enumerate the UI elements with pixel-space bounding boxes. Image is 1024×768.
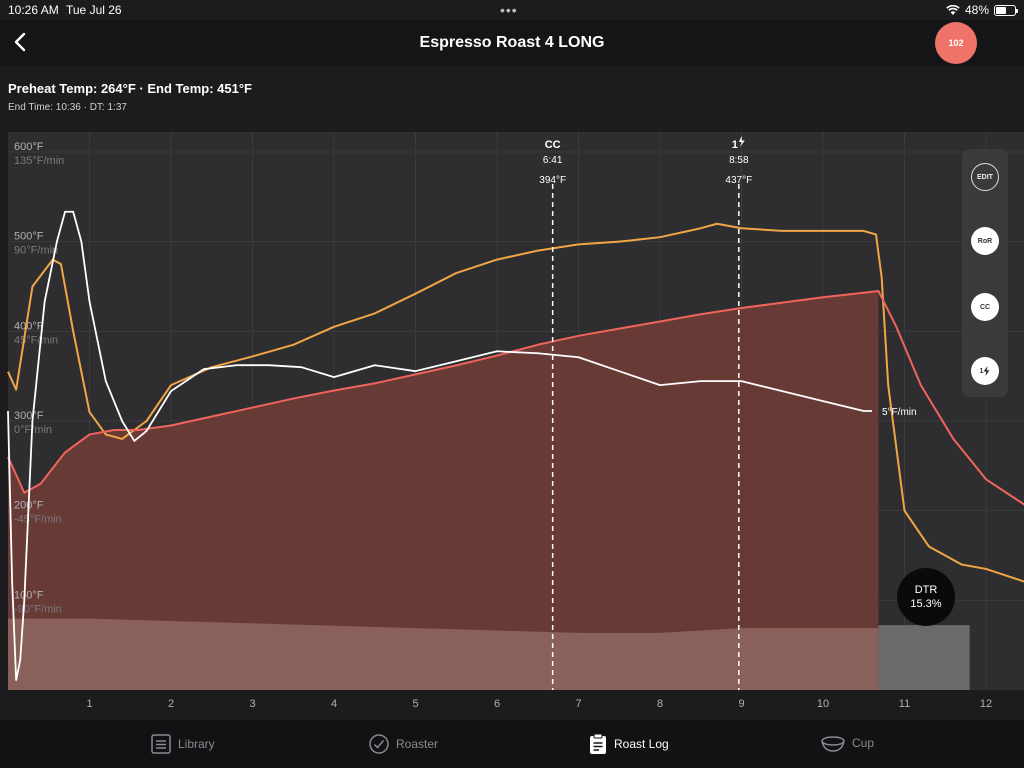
tab-roast-log[interactable]: Roast Log [588,733,669,755]
x-axis-tick: 4 [331,698,337,710]
roast-summary: Preheat Temp: 264°F · End Temp: 451°F En… [0,66,1024,132]
env-temp-line [7,222,1024,583]
event-marker-temp: 437°F [725,175,752,186]
cc-toggle-button[interactable]: CC [971,293,999,321]
roast-chart[interactable]: 600°F 135°F/min 500°F 90°F/min 400°F 45°F/min… [0,132,1024,720]
tab-bar: Library Roaster Roast Log Cup [0,720,1024,768]
cup-icon [821,736,845,752]
clipboard-icon [590,733,606,754]
ror-axis-tick: 135°F/min [14,155,64,167]
x-axis-tick: 8 [657,698,663,710]
event-marker-time: 6:41 [543,155,563,166]
x-axis-tick: 7 [575,698,581,710]
temp-axis-tick: 400°F [14,320,44,332]
tab-library[interactable]: Library [150,733,215,755]
battery-percent: 48% [964,3,989,17]
nav-bar: Espresso Roast 4 LONG 102 [0,20,1024,66]
bean-temp-line [7,289,1024,506]
bolt-icon [983,366,990,376]
battery-icon [994,4,1018,16]
profile-badge[interactable]: 102 [935,22,977,64]
ror-button-label: RoR [977,237,993,245]
tab-roaster-label: Roaster [396,737,439,751]
back-chevron-icon[interactable] [10,30,32,54]
cc-button-label: CC [979,303,991,311]
cooling-area [878,625,970,690]
power-area [8,618,879,690]
chart-tools-panel: EDIT RoR CC 1 [962,149,1008,397]
event-marker-name: CC [545,139,561,151]
preheat-end-temp: Preheat Temp: 264°F · End Temp: 451°F [8,81,252,96]
wifi-icon [946,4,960,15]
x-axis-tick: 6 [494,698,500,710]
temp-axis-tick: 600°F [14,141,44,153]
dtr-value: 15.3% [910,598,942,610]
battery-level [996,6,1006,14]
list-icon [151,734,171,754]
event-marker-name: 1 [732,139,738,151]
temp-axis-tick: 500°F [14,231,44,243]
bean-temp-area [8,290,879,690]
x-axis-tick: 12 [980,698,992,710]
temp-axis-tick: 300°F [14,410,44,422]
first-crack-button-label: 1 [979,367,984,375]
tab-cup[interactable]: Cup [820,733,874,753]
x-axis-tick: 2 [168,698,174,710]
tab-cup-label: Cup [852,736,875,750]
status-bar: 10:26 AM Tue Jul 26 ••• 48% [0,0,1024,20]
dtr-badge: DTR 15.3% [897,568,955,626]
x-axis-tick: 11 [899,698,910,710]
ror-end-label: 5°F/min [882,407,917,418]
first-crack-bolt-icon [738,136,745,147]
event-marker-temp: 394°F [539,175,566,186]
tab-roaster[interactable]: Roaster [368,733,438,755]
ror-line [7,210,872,681]
ror-toggle-button[interactable]: RoR [971,227,999,255]
status-date: Tue Jul 26 [66,3,122,17]
first-crack-button[interactable]: 1 [971,357,999,385]
x-axis-tick: 10 [817,698,829,710]
status-time: 10:26 AM [8,3,59,17]
edit-button[interactable]: EDIT [971,163,999,191]
roast-chart-svg: 600°F135°F/min500°F90°F/min400°F45°F/min… [0,132,1024,720]
roaster-check-icon [369,734,389,754]
tab-roast-log-label: Roast Log [614,737,669,751]
x-axis-tick: 5 [412,698,418,710]
multitask-dots-icon[interactable]: ••• [500,2,518,18]
ror-axis-tick: -45°F/min [14,514,62,526]
x-axis-tick: 3 [249,698,255,710]
edit-button-label: EDIT [977,173,993,181]
page-title: Espresso Roast 4 LONG [419,34,605,51]
dtr-label: DTR [914,584,938,596]
temp-axis-tick: 100°F [14,589,44,601]
ror-axis-tick: -90°F/min [14,603,62,615]
ror-axis-tick: 45°F/min [14,334,58,346]
x-axis-tick: 9 [738,698,744,710]
ror-axis-tick: 90°F/min [14,245,58,257]
end-time-dt: End Time: 10:36 · DT: 1:37 [8,102,127,113]
tab-library-label: Library [178,737,215,751]
x-axis-tick: 1 [86,698,92,710]
event-marker-time: 8:58 [729,155,749,166]
ror-axis-tick: 0°F/min [14,424,52,436]
